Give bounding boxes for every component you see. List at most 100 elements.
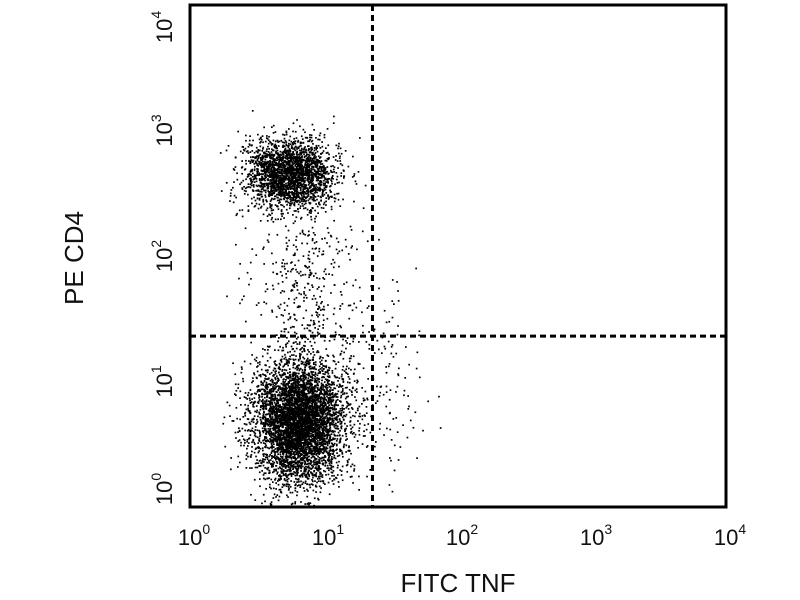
data-point: [273, 451, 276, 453]
data-point: [357, 446, 359, 449]
data-point: [290, 399, 292, 401]
data-point: [308, 414, 311, 416]
data-point: [286, 433, 288, 435]
data-point: [299, 448, 302, 451]
data-point: [270, 452, 273, 455]
data-point: [255, 376, 258, 379]
data-point: [306, 392, 308, 395]
data-point: [345, 406, 348, 409]
data-point: [284, 416, 286, 419]
data-point: [344, 429, 347, 432]
data-point: [307, 403, 310, 405]
data-point: [279, 442, 282, 445]
data-point: [286, 469, 289, 471]
data-point: [276, 385, 278, 388]
data-point: [271, 413, 274, 416]
data-point: [317, 466, 320, 468]
data-point: [254, 426, 257, 428]
data-point: [357, 420, 359, 422]
data-point: [280, 420, 282, 423]
data-point: [295, 347, 298, 350]
data-point: [285, 361, 288, 363]
data-point: [260, 405, 262, 408]
data-point: [333, 374, 336, 377]
data-point: [279, 419, 281, 422]
data-point: [292, 415, 294, 418]
data-point: [290, 424, 293, 427]
data-point: [317, 369, 320, 371]
data-point: [258, 450, 260, 452]
data-point: [282, 384, 285, 387]
data-point: [343, 408, 346, 410]
data-point: [285, 399, 287, 401]
data-point: [328, 439, 330, 441]
data-point: [345, 439, 347, 441]
data-point: [261, 396, 263, 398]
data-point: [327, 408, 330, 411]
data-point: [279, 475, 281, 477]
data-point: [264, 393, 267, 395]
data-point: [279, 425, 282, 428]
data-point: [317, 405, 320, 408]
data-point: [332, 399, 335, 401]
data-point: [311, 452, 313, 455]
data-point: [297, 376, 299, 378]
data-point: [326, 425, 328, 428]
data-point: [280, 463, 282, 465]
data-point: [321, 419, 323, 422]
data-point: [271, 464, 274, 466]
data-point: [347, 402, 350, 405]
data-point: [276, 462, 279, 464]
data-point: [291, 408, 293, 411]
data-point: [282, 411, 284, 413]
data-point: [292, 396, 295, 399]
data-point: [322, 365, 325, 367]
data-point: [294, 377, 296, 380]
data-point: [314, 403, 316, 405]
data-point: [263, 416, 265, 419]
data-point: [298, 461, 301, 463]
data-point: [257, 442, 259, 444]
data-point: [313, 441, 316, 444]
data-point: [272, 395, 274, 398]
data-point: [347, 449, 350, 452]
data-point: [334, 376, 337, 378]
data-point: [278, 368, 281, 370]
data-point: [312, 440, 315, 443]
data-point: [270, 394, 273, 397]
data-point: [337, 380, 339, 382]
data-point: [308, 379, 310, 382]
data-point: [262, 493, 265, 496]
data-point: [289, 388, 291, 391]
data-points: [219, 110, 442, 507]
data-point: [327, 406, 330, 408]
data-point: [290, 428, 292, 431]
data-point: [310, 371, 313, 374]
data-point: [302, 434, 305, 436]
data-point: [276, 450, 279, 453]
data-point: [318, 467, 320, 469]
data-point: [345, 444, 348, 447]
data-point: [289, 455, 291, 458]
data-point: [304, 378, 307, 380]
data-point: [311, 403, 314, 405]
data-point: [282, 349, 285, 352]
data-point: [289, 445, 292, 448]
data-point: [290, 475, 293, 477]
data-point: [270, 399, 272, 401]
data-point: [280, 358, 283, 361]
data-point: [302, 449, 305, 452]
data-point: [291, 442, 294, 445]
data-point: [295, 341, 297, 343]
data-point: [280, 407, 283, 410]
data-point: [313, 374, 316, 376]
data-point: [306, 460, 309, 463]
data-point: [278, 445, 281, 447]
data-point: [299, 383, 302, 386]
data-point: [303, 403, 306, 406]
data-point: [335, 461, 338, 464]
data-point: [293, 420, 296, 423]
data-point: [307, 420, 309, 423]
data-point: [299, 431, 301, 434]
data-point: [293, 424, 295, 427]
